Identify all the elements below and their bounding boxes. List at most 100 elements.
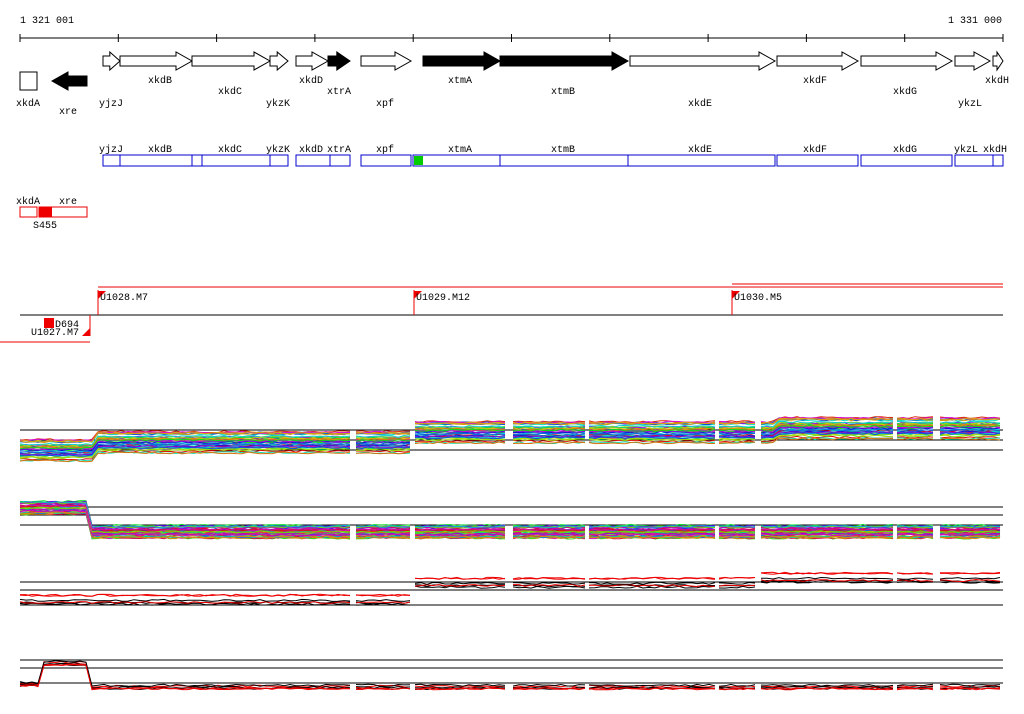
trace xyxy=(355,601,411,604)
trace xyxy=(588,530,716,534)
operon-label: xtmB xyxy=(551,145,575,156)
trace xyxy=(718,421,756,425)
gene-label: yjzJ xyxy=(99,98,123,110)
trace xyxy=(896,530,934,534)
transcript-label: U1029.M12 xyxy=(416,293,470,304)
gene-label: xkdG xyxy=(893,86,917,98)
trace xyxy=(414,439,506,443)
trace xyxy=(19,446,351,457)
trace xyxy=(718,528,756,532)
trace xyxy=(896,525,934,529)
trace xyxy=(939,425,1001,428)
trace xyxy=(761,576,894,580)
gene-label: xkdE xyxy=(688,98,712,110)
trace xyxy=(19,449,351,461)
trace xyxy=(939,535,1001,539)
trace xyxy=(718,535,756,538)
gene-arrow xyxy=(295,51,330,71)
trace xyxy=(19,593,351,597)
trace xyxy=(512,577,586,580)
trace xyxy=(355,530,411,534)
operon-label: xkdG xyxy=(893,144,917,156)
trace xyxy=(589,428,716,432)
trace xyxy=(512,432,586,436)
trace xyxy=(588,684,716,688)
trace xyxy=(355,594,411,597)
trace xyxy=(512,424,586,428)
trace xyxy=(355,442,411,446)
trace xyxy=(588,421,716,425)
trace xyxy=(588,524,716,528)
coord-end: 1 331 000 xyxy=(948,16,1002,27)
operon-label: yjzJ xyxy=(99,144,123,156)
operon-label: ykzK xyxy=(266,144,290,156)
trace xyxy=(512,434,586,438)
trace xyxy=(512,438,586,441)
trace xyxy=(414,441,506,445)
trace xyxy=(355,444,411,448)
trace xyxy=(355,435,411,439)
gene-arrow xyxy=(191,51,272,71)
trace xyxy=(512,530,586,534)
trace xyxy=(19,500,351,527)
gene-label: xtmB xyxy=(551,87,575,98)
operon-label: xtmA xyxy=(448,145,472,156)
trace xyxy=(414,432,506,436)
trace xyxy=(19,511,351,539)
trace xyxy=(414,424,506,428)
trace xyxy=(415,532,506,536)
trace xyxy=(355,446,411,450)
trace xyxy=(414,581,505,585)
operon-label: ykzL xyxy=(954,144,978,156)
trace xyxy=(939,525,1001,529)
gene-label: xkdD xyxy=(299,75,323,87)
trace xyxy=(896,577,934,580)
trace xyxy=(761,428,894,435)
gene-arrow xyxy=(119,51,194,71)
trace xyxy=(896,432,934,435)
trace xyxy=(414,436,506,440)
trace xyxy=(414,576,506,580)
operon-label: xkdE xyxy=(688,144,712,156)
trace xyxy=(512,535,586,539)
gene-arrow xyxy=(860,51,954,71)
trace xyxy=(414,421,506,425)
trace xyxy=(896,684,934,688)
trace xyxy=(718,427,756,430)
trace xyxy=(760,687,894,691)
transcript-label: U1028.M7 xyxy=(100,293,148,304)
trace xyxy=(19,506,351,534)
trace xyxy=(939,432,1001,436)
trace xyxy=(355,533,411,537)
trace xyxy=(760,684,894,687)
gene-label: ykzL xyxy=(958,98,982,110)
gene-arrow xyxy=(992,50,1004,72)
trace xyxy=(19,438,351,450)
trace xyxy=(939,577,1001,580)
trace xyxy=(939,423,1001,427)
trace xyxy=(939,420,1001,424)
trace xyxy=(414,427,506,431)
trace xyxy=(760,535,894,539)
trace xyxy=(939,530,1001,534)
trace xyxy=(512,528,586,532)
gene-arrow xyxy=(269,50,289,72)
trace xyxy=(414,584,506,587)
operon-label: xpf xyxy=(376,144,394,156)
trace xyxy=(588,535,716,539)
trace xyxy=(19,442,351,454)
trace xyxy=(760,430,894,438)
trace xyxy=(414,535,505,539)
tr-flag xyxy=(82,328,90,336)
trace xyxy=(718,581,756,585)
trace xyxy=(589,439,716,443)
trace xyxy=(355,448,411,452)
trace xyxy=(896,437,934,440)
trace xyxy=(760,580,894,584)
feature-label: xre xyxy=(59,197,77,208)
trace xyxy=(19,448,351,460)
trace xyxy=(718,436,756,439)
trace xyxy=(19,504,350,532)
gene-arrow xyxy=(327,51,351,71)
